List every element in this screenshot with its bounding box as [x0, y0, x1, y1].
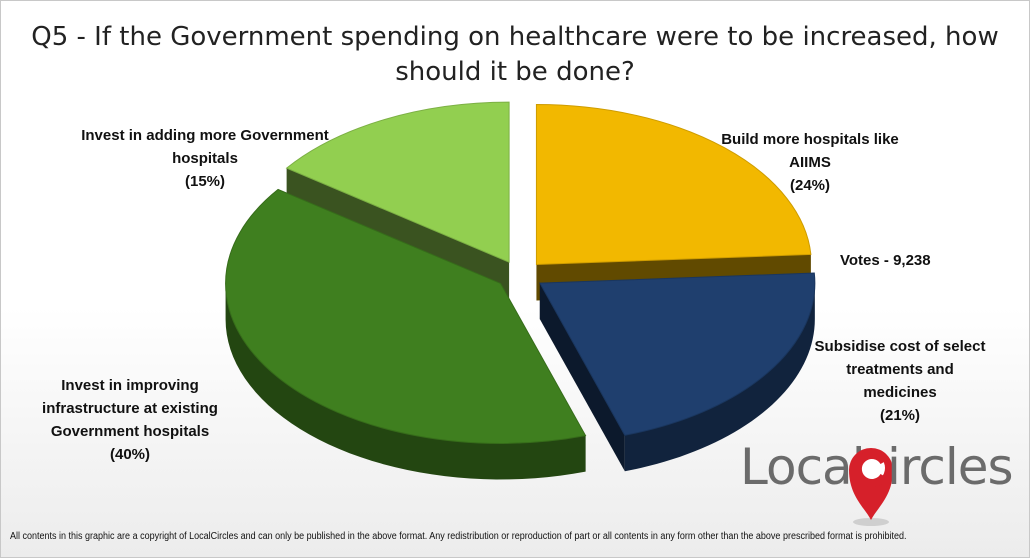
slice-label-subsidise-line-2: treatments and	[846, 361, 954, 378]
slice-label-subsidise: Subsidise cost of select treatments and …	[790, 335, 1010, 427]
logo-pin-icon	[849, 448, 893, 526]
logo-text-right: ircles	[887, 438, 1014, 496]
logo-text-left: Local	[740, 438, 866, 496]
votes-count: Votes - 9,238	[840, 252, 931, 269]
pie-slice-aiims-top	[535, 104, 812, 266]
slice-label-subsidise-line-3: medicines	[863, 384, 937, 401]
slice-label-infra-pct: (40%)	[109, 446, 150, 463]
slice-label-infra-line-1: Invest in improving	[61, 377, 199, 394]
pie-slice-subsidise-rim	[624, 283, 815, 472]
slice-label-aiims-pct: (24%)	[789, 177, 830, 194]
slice-label-adding: Invest in adding more Government hospita…	[60, 124, 350, 193]
slice-label-subsidise-pct: (21%)	[879, 407, 920, 424]
pie-slice-infra	[225, 188, 587, 480]
chart-title: Q5 - If the Government spending on healt…	[31, 22, 999, 87]
pie-slice-infra-rim	[225, 283, 586, 480]
slice-label-adding-pct: (15%)	[184, 173, 225, 190]
slice-label-infra: Invest in improving infrastructure at ex…	[10, 374, 250, 466]
slice-label-adding-line-2: hospitals	[172, 150, 238, 167]
slice-label-aiims: Build more hospitals like AIIMS (24%)	[700, 128, 920, 197]
pie-slice-subsidise	[539, 272, 816, 472]
pie-slice-infra-top	[225, 188, 587, 444]
slice-label-adding-line-1: Invest in adding more Government	[81, 127, 329, 144]
slice-label-aiims-line: Build more hospitals like AIIMS	[721, 131, 899, 171]
pie-slice-subsidise-wall	[539, 283, 625, 472]
copyright-footer: All contents in this graphic are a copyr…	[10, 531, 907, 542]
localcircles-logo: Local ircles	[740, 432, 1030, 532]
slice-label-infra-line-2: infrastructure at existing	[42, 400, 218, 417]
slice-label-subsidise-line-1: Subsidise cost of select	[814, 338, 986, 355]
slice-label-infra-line-3: Government hospitals	[50, 423, 210, 440]
pie-slice-subsidise-top	[539, 272, 816, 436]
pie-slice-adding-top	[285, 101, 510, 263]
